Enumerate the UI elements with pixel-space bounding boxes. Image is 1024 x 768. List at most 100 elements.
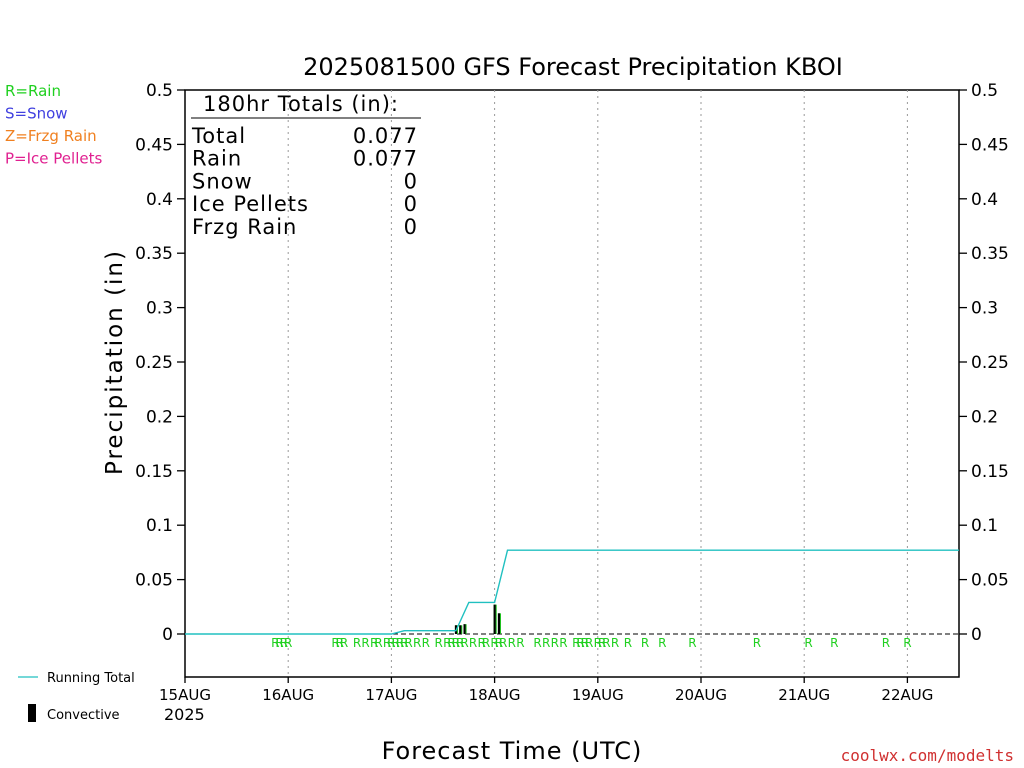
ptype-marker: R [495, 636, 503, 650]
ptype-marker: R [435, 636, 443, 650]
totals-box: 180hr Totals (in): Total 0.077 Rain 0.077 Sn… [191, 92, 421, 239]
totals-row-value: 0.077 [353, 124, 418, 148]
ptype-marker: R [903, 636, 911, 650]
ptype-marker: R [336, 636, 344, 650]
ptype-marker: R [576, 636, 584, 650]
ptype-marker: R [594, 636, 602, 650]
ptype-marker: R [387, 636, 395, 650]
y-tick-label: 0.4 [146, 190, 173, 210]
ptype-marker: R [508, 636, 516, 650]
convective-bar [497, 613, 500, 634]
ptype-marker: R [602, 636, 610, 650]
y-axis-ticks: 0.5 0.5 0.45 0.45 0.4 0.4 0.35 0.35 0.3 0.3 0.25 0.… [135, 81, 1009, 645]
ptype-marker: R [482, 636, 490, 650]
x-tick-label: 17AUG [365, 686, 417, 704]
ptype-marker: R [499, 636, 507, 650]
y-tick-label: 0.2 [146, 407, 173, 427]
ptype-legend-item: R=Rain [5, 82, 61, 100]
ptype-marker: R [400, 636, 408, 650]
x-tick-label: 19AUG [572, 686, 624, 704]
y-tick-label: 0.35 [135, 244, 173, 264]
ptype-marker: R [404, 636, 412, 650]
y-tick-label: 0.3 [146, 299, 173, 319]
y-tick-label: 0.1 [146, 516, 173, 536]
ptype-marker: R [490, 636, 498, 650]
totals-row-value: 0.077 [353, 147, 418, 171]
year-label: 2025 [164, 705, 205, 724]
y-tick-label: 0 [162, 625, 173, 645]
ptype-marker: R [443, 636, 451, 650]
y-tick-label: 0.2 [971, 407, 998, 427]
y-tick-label: 0.35 [971, 244, 1009, 264]
ptype-marker: R [516, 636, 524, 650]
ptype-marker: R [353, 636, 361, 650]
ptype-marker: R [392, 636, 400, 650]
ptype-marker: R [830, 636, 838, 650]
ptype-marker: R [585, 636, 593, 650]
ptype-marker: R [598, 636, 606, 650]
y-tick-label: 0.15 [135, 462, 173, 482]
credit-text: coolwx.com/modelts [841, 746, 1014, 765]
ptype-legend-item: Z=Frzg Rain [5, 127, 97, 145]
ptype-marker: R [456, 636, 464, 650]
ptype-marker: R [452, 636, 460, 650]
ptype-marker: R [581, 636, 589, 650]
totals-heading: 180hr Totals (in): [203, 92, 399, 116]
convective-bar [463, 624, 466, 634]
ptype-marker: R [559, 636, 567, 650]
ptype-marker: R [331, 636, 339, 650]
ptype-marker: R [361, 636, 369, 650]
chart-title: 2025081500 GFS Forecast Precipitation KB… [303, 53, 843, 81]
convective-legend-swatch [28, 704, 36, 722]
grid-layer [185, 90, 959, 677]
ptype-marker: R [374, 636, 382, 650]
totals-row-value: 0 [404, 192, 418, 216]
y-tick-label: 0.05 [971, 571, 1009, 591]
x-axis-ticks: 15AUG 16AUG 17AUG 18AUG 19AUG 20AUG 21AUG 22AUG [159, 677, 933, 704]
ptype-marker: R [271, 636, 279, 650]
ptype-marker: R [396, 636, 404, 650]
totals-row-label: Total [191, 124, 246, 148]
ptype-marker: R [551, 636, 559, 650]
ptype-marker: R [688, 636, 696, 650]
x-tick-label: 21AUG [778, 686, 830, 704]
ptype-marker: R [542, 636, 550, 650]
ptype-marker: R [413, 636, 421, 650]
x-tick-label: 18AUG [469, 686, 521, 704]
ptype-marker: R [284, 636, 292, 650]
ptype-marker: R [611, 636, 619, 650]
ptype-legend-item: P=Ice Pellets [5, 150, 102, 168]
convective-bar [493, 604, 496, 634]
convective-bar [459, 625, 462, 634]
x-tick-label: 20AUG [675, 686, 727, 704]
ptype-marker: R [658, 636, 666, 650]
x-tick-label: 22AUG [881, 686, 933, 704]
y-tick-label: 0 [971, 625, 982, 645]
y-tick-label: 0.45 [971, 135, 1009, 155]
ptype-marker: R [624, 636, 632, 650]
y-tick-label: 0.25 [135, 353, 173, 373]
ptype-marker: R [882, 636, 890, 650]
running-total-legend-label: Running Total [47, 671, 135, 686]
x-tick-label: 16AUG [262, 686, 314, 704]
y-tick-label: 0.3 [971, 299, 998, 319]
ptype-legend: R=Rain S=Snow Z=Frzg Rain P=Ice Pellets [5, 82, 102, 168]
ptype-marker: R [469, 636, 477, 650]
y-tick-label: 0.45 [135, 135, 173, 155]
x-axis-label: Forecast Time (UTC) [382, 737, 643, 765]
ptype-marker: R [370, 636, 378, 650]
totals-row-label: Frzg Rain [192, 215, 297, 239]
ptype-marker: R [275, 636, 283, 650]
ptype-legend-item: S=Snow [5, 105, 68, 123]
ptype-marker: R [641, 636, 649, 650]
y-axis-label: Precipitation (in) [102, 249, 128, 475]
plot-frame [184, 89, 960, 678]
y-tick-label: 0.25 [971, 353, 1009, 373]
ptype-marker: R [572, 636, 580, 650]
running-total-line [185, 549, 959, 635]
ptype-marker: R [447, 636, 455, 650]
ptype-marker: R [804, 636, 812, 650]
y-tick-label: 0.05 [135, 571, 173, 591]
